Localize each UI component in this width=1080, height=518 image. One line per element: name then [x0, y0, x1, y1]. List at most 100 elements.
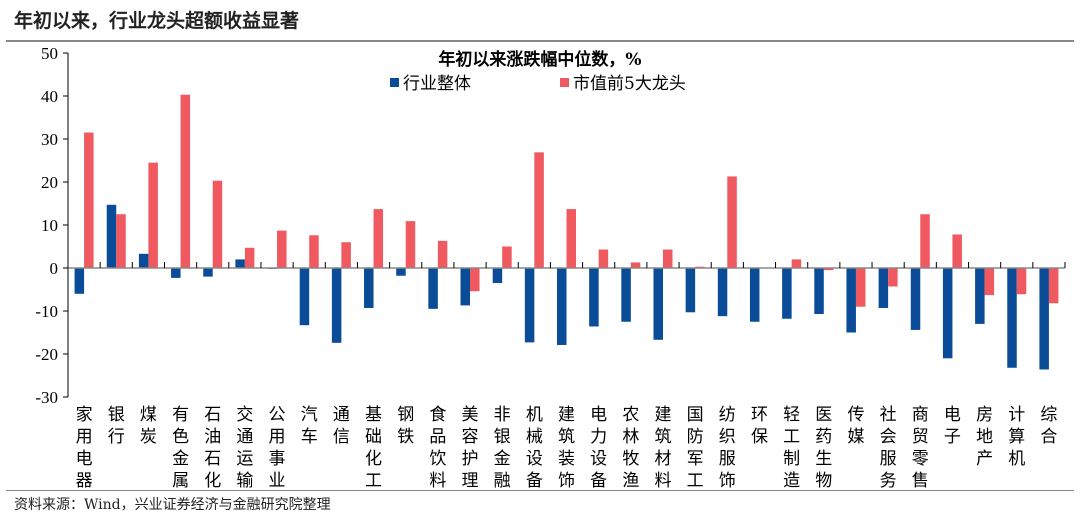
x-tick-label: 装 [558, 449, 575, 469]
x-tick-label: 材 [654, 449, 671, 469]
x-tick-label: 产 [976, 449, 993, 469]
x-tick-label: 贸 [912, 427, 929, 447]
x-tick-label: 容 [462, 427, 479, 447]
legend-label: 行业整体 [403, 74, 471, 94]
x-tick-label: 色 [172, 427, 189, 447]
x-tick-label: 车 [301, 427, 318, 447]
bar-leaders [405, 221, 416, 268]
x-tick-label: 石 [204, 405, 221, 425]
x-tick-label: 商 [912, 405, 929, 425]
x-tick-label: 工 [365, 471, 382, 490]
bar-industry [717, 268, 728, 317]
x-tick-label: 机 [1008, 449, 1025, 469]
x-tick-label: 油 [204, 427, 221, 447]
x-tick-label: 饮 [429, 449, 446, 469]
x-tick-label: 建 [558, 405, 575, 425]
x-tick-label: 械 [526, 427, 543, 447]
x-tick-label: 计 [1008, 405, 1025, 425]
x-tick-label: 非 [494, 405, 511, 425]
bar-industry [492, 268, 503, 284]
x-tick-label: 力 [590, 427, 607, 447]
x-tick-label: 牧 [622, 449, 639, 469]
bar-leaders [341, 242, 351, 268]
x-tick-label: 用 [269, 427, 286, 447]
x-tick-label: 轻 [783, 405, 800, 425]
bar-industry [138, 253, 149, 268]
x-tick-label: 国 [687, 405, 704, 425]
x-tick-label: 备 [590, 471, 607, 490]
x-tick-label: 务 [880, 471, 897, 490]
bar-industry [235, 259, 245, 268]
x-tick-label: 药 [815, 427, 832, 447]
x-tick-label: 电 [76, 449, 93, 469]
bar-industry [814, 268, 824, 315]
y-tick-label: 0 [50, 259, 59, 278]
bar-leaders [566, 209, 576, 268]
legend-swatch [560, 78, 569, 87]
x-tick-label: 料 [429, 471, 446, 490]
y-tick-label: 40 [41, 87, 58, 106]
x-tick-label: 行 [108, 427, 125, 447]
y-tick-label: 50 [41, 44, 58, 63]
x-tick-label: 合 [1040, 427, 1057, 447]
x-tick-label: 基 [365, 405, 382, 425]
bar-leaders [920, 214, 930, 268]
bar-industry [106, 204, 117, 268]
x-tick-label: 炭 [140, 427, 157, 447]
x-tick-label: 有 [172, 405, 189, 425]
x-tick-label: 电 [944, 405, 961, 425]
x-tick-label: 美 [462, 405, 479, 425]
bar-industry [331, 268, 342, 343]
x-tick-label: 环 [751, 405, 768, 425]
x-tick-label: 建 [654, 405, 671, 425]
bar-industry [74, 268, 85, 294]
x-tick-label: 筑 [654, 427, 671, 447]
bar-leaders [630, 262, 641, 268]
bar-industry [975, 268, 985, 324]
bar-leaders [277, 230, 287, 268]
x-tick-label: 农 [622, 405, 639, 425]
x-tick-label: 料 [654, 471, 671, 490]
x-tick-label: 社 [880, 405, 897, 425]
bar-leaders [244, 247, 255, 268]
x-tick-label: 交 [236, 405, 253, 425]
x-tick-label: 融 [494, 471, 511, 490]
x-tick-label: 金 [494, 449, 511, 469]
x-tick-label: 饰 [719, 471, 736, 490]
bar-industry [203, 268, 213, 277]
x-tick-label: 品 [429, 427, 446, 447]
x-tick-label: 铁 [397, 427, 414, 447]
bar-leaders [662, 249, 673, 268]
bar-leaders [888, 268, 898, 287]
y-tick-label: -10 [35, 302, 58, 321]
x-tick-label: 化 [365, 449, 382, 469]
x-tick-label: 食 [429, 405, 446, 425]
bar-leaders [180, 94, 191, 269]
bar-industry [782, 268, 792, 319]
x-tick-label: 零 [912, 449, 929, 469]
x-tick-label: 生 [815, 449, 832, 469]
x-tick-label: 房 [976, 405, 993, 425]
bar-industry [1007, 268, 1017, 368]
x-tick-label: 地 [976, 427, 993, 447]
bar-industry [171, 268, 181, 278]
x-tick-label: 传 [847, 405, 864, 425]
x-tick-label: 算 [1008, 427, 1025, 447]
bar-leaders [502, 246, 512, 268]
bar-industry [364, 268, 374, 308]
x-tick-label: 化 [204, 471, 221, 490]
bar-industry [557, 268, 567, 345]
x-tick-label: 金 [172, 449, 189, 469]
x-tick-label: 护 [462, 449, 479, 469]
x-tick-label: 服 [719, 449, 736, 469]
title-divider [6, 40, 1074, 42]
x-tick-label: 通 [333, 405, 350, 425]
x-tick-label: 汽 [301, 405, 318, 425]
x-tick-label: 医 [815, 405, 832, 425]
x-tick-label: 器 [76, 471, 93, 490]
x-tick-label: 物 [815, 471, 832, 490]
x-tick-label: 工 [687, 471, 704, 490]
x-tick-label: 属 [172, 471, 189, 490]
x-tick-label: 媒 [847, 427, 864, 447]
bar-leaders [855, 268, 866, 307]
